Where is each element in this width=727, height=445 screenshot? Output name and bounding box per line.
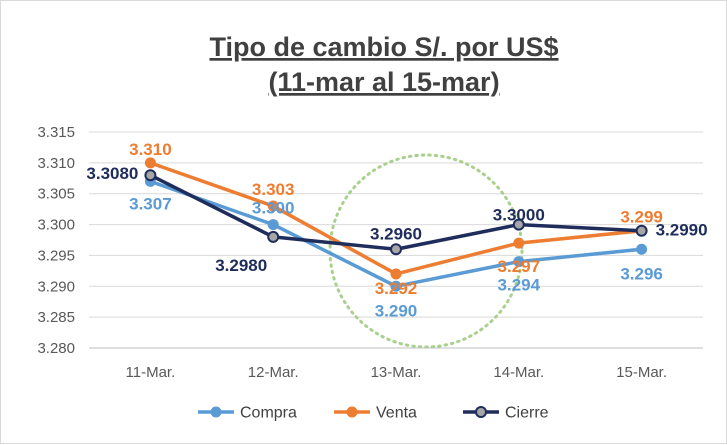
data-point-cierre bbox=[635, 224, 648, 237]
data-point-compra bbox=[267, 219, 279, 231]
data-label-venta: 3.297 bbox=[498, 257, 541, 276]
data-label-compra: 3.307 bbox=[129, 194, 172, 213]
y-tick-label: 3.290 bbox=[37, 278, 75, 295]
legend-swatch-marker bbox=[346, 406, 358, 418]
data-point-compra bbox=[513, 256, 525, 268]
legend-swatch-marker bbox=[475, 406, 487, 418]
legend-label-venta: Venta bbox=[376, 405, 417, 422]
data-label-cierre: 3.2990 bbox=[656, 221, 708, 240]
y-tick-label: 3.310 bbox=[37, 155, 75, 172]
legend-label-cierre: Cierre bbox=[505, 405, 549, 422]
data-label-cierre: 3.3080 bbox=[86, 164, 138, 183]
data-label-cierre: 3.3000 bbox=[493, 206, 545, 225]
y-tick-label: 3.305 bbox=[37, 186, 75, 203]
y-tick-label: 3.295 bbox=[37, 247, 75, 264]
data-point-compra bbox=[636, 243, 648, 255]
x-tick-label: 11-Mar. bbox=[126, 364, 176, 381]
data-label-venta: 3.303 bbox=[252, 180, 295, 199]
y-tick-label: 3.315 bbox=[37, 124, 75, 141]
data-point-venta bbox=[390, 268, 402, 280]
data-label-compra: 3.294 bbox=[498, 276, 541, 295]
x-tick-label: 15-Mar. bbox=[616, 364, 667, 381]
chart-title-line1: Tipo de cambio S/. por US$ bbox=[209, 32, 558, 62]
data-point-venta bbox=[267, 200, 279, 212]
data-point-compra bbox=[390, 280, 402, 292]
data-label-cierre: 3.2960 bbox=[370, 224, 422, 243]
y-tick-label: 3.300 bbox=[37, 217, 75, 234]
highlight-circle bbox=[328, 153, 524, 349]
data-label-cierre: 3.2980 bbox=[215, 256, 267, 275]
data-label-venta: 3.292 bbox=[375, 279, 418, 298]
data-label-venta: 3.299 bbox=[620, 208, 663, 227]
legend-label-compra: Compra bbox=[240, 405, 297, 422]
data-label-compra: 3.296 bbox=[620, 264, 663, 283]
data-point-venta bbox=[513, 237, 525, 249]
data-label-venta: 3.310 bbox=[129, 140, 172, 159]
data-label-compra: 3.290 bbox=[375, 301, 418, 320]
chart-title-line2: (11-mar al 15-mar) bbox=[268, 67, 499, 97]
data-point-cierre bbox=[144, 169, 157, 182]
data-point-cierre bbox=[390, 243, 402, 256]
x-tick-label: 14-Mar. bbox=[493, 364, 544, 381]
legend-swatch-marker bbox=[210, 406, 222, 418]
data-point-venta bbox=[144, 157, 156, 169]
data-label-compra: 3.300 bbox=[252, 199, 295, 218]
x-tick-label: 12-Mar. bbox=[248, 364, 299, 381]
y-tick-label: 3.285 bbox=[37, 309, 75, 326]
data-point-cierre bbox=[267, 230, 280, 243]
data-point-cierre bbox=[512, 218, 525, 231]
x-tick-label: 13-Mar. bbox=[371, 364, 422, 381]
y-tick-label: 3.280 bbox=[37, 340, 75, 357]
